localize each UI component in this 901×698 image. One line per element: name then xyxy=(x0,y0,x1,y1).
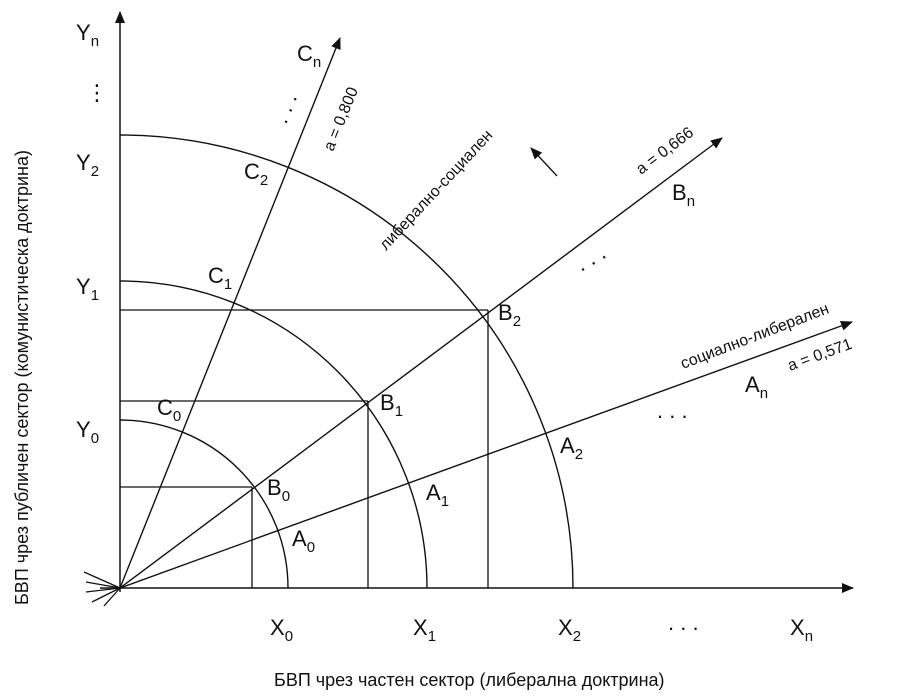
x-tick-1: X1 xyxy=(413,615,436,645)
point-c0: C0 xyxy=(157,395,181,425)
point-a0: A0 xyxy=(292,526,315,556)
x-axis-title: БВП чрез частен сектор (либерална доктри… xyxy=(274,670,665,690)
x-tick-2: X2 xyxy=(558,615,581,645)
point-an: An xyxy=(745,372,768,402)
ray-a xyxy=(119,321,853,589)
arc-level-0 xyxy=(119,419,289,589)
point-a2: A2 xyxy=(560,433,583,463)
point-cn: Cn xyxy=(297,41,321,71)
ray-c-slope-label: a = 0,800 xyxy=(321,85,362,154)
x-tick-0: X0 xyxy=(270,615,293,645)
region-label-upper: либерално-социален xyxy=(376,127,496,254)
y-tick-1: Y1 xyxy=(76,274,99,304)
ray-b-ellipsis: . . . xyxy=(571,239,610,276)
point-bn: Bn xyxy=(672,180,695,210)
point-c2: C2 xyxy=(244,159,268,189)
y-tick-2: Y2 xyxy=(76,150,99,180)
x-tick-n: Xn xyxy=(790,615,813,645)
y-tick-n: Yn xyxy=(76,20,99,50)
direction-arrow xyxy=(530,147,558,177)
x-axis-ellipsis: . . . xyxy=(668,610,699,635)
y-axis-title: БВП чрез публичен сектор (комунистическа… xyxy=(12,150,32,605)
origin-hatch xyxy=(83,571,121,607)
y-axis-vertical-ellipsis: ⋮ xyxy=(86,80,108,105)
ray-b-slope-label: a = 0,666 xyxy=(633,124,697,178)
projection-lines xyxy=(120,309,489,588)
ray-b xyxy=(119,137,723,589)
ray-c-ellipsis: . . . xyxy=(267,89,302,127)
point-b2: B2 xyxy=(498,300,521,330)
y-tick-0: Y0 xyxy=(76,417,99,447)
ray-a-ellipsis: . . . xyxy=(657,398,688,423)
arc-level-2 xyxy=(119,134,574,589)
ray-a-slope-label: a = 0,571 xyxy=(786,336,855,375)
point-b0: B0 xyxy=(267,475,290,505)
arc-level-1 xyxy=(119,280,428,589)
point-b1: B1 xyxy=(380,390,403,420)
point-a1: A1 xyxy=(426,480,449,510)
point-c1: C1 xyxy=(208,263,232,293)
ray-c xyxy=(119,37,341,589)
